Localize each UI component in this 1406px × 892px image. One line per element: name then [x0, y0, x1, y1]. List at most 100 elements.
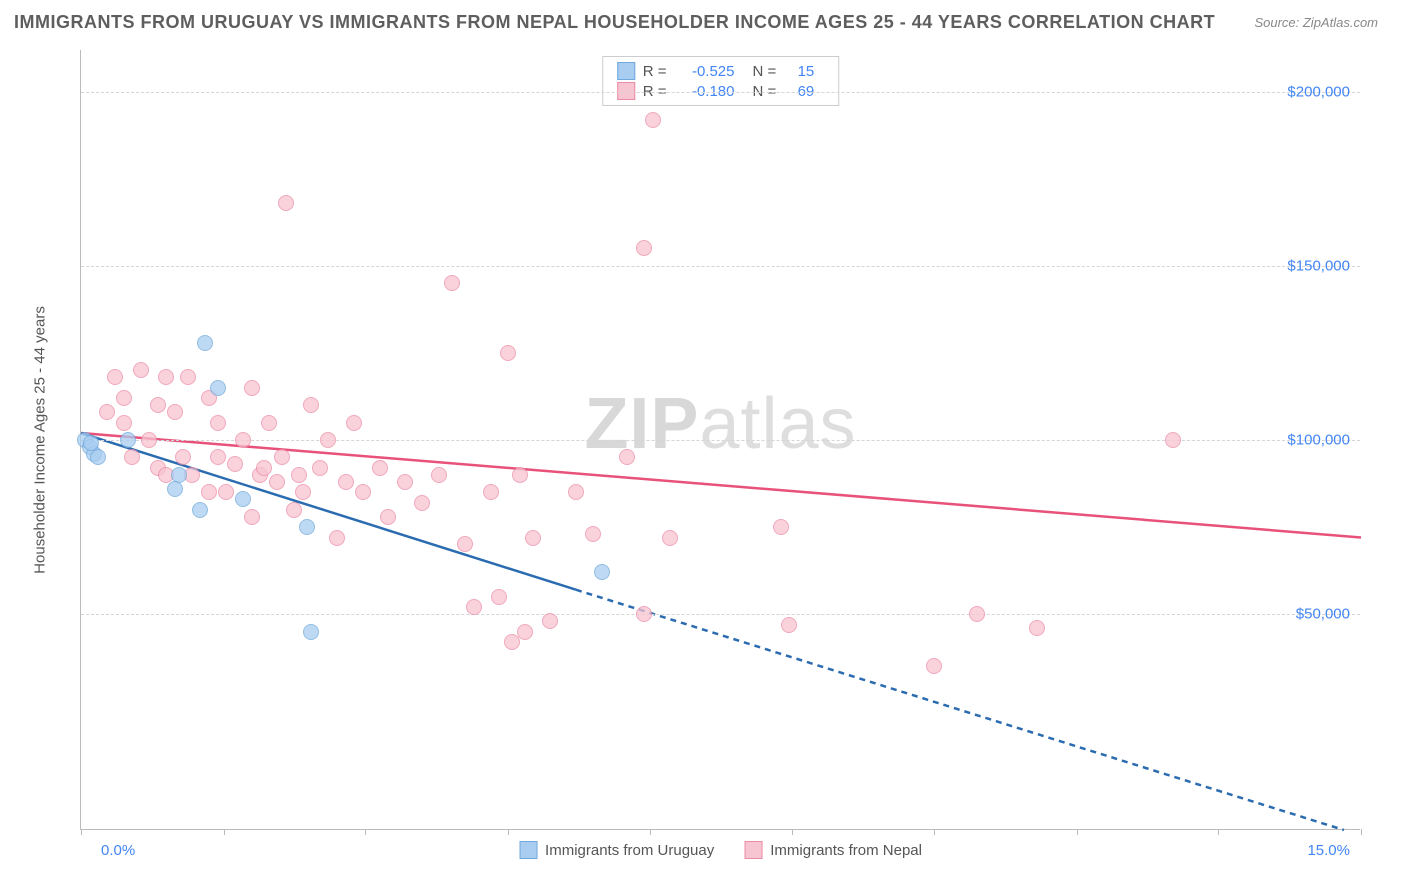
x-tick	[508, 829, 509, 835]
legend-label: Immigrants from Nepal	[770, 842, 922, 859]
data-point-nepal	[466, 599, 482, 615]
data-point-nepal	[180, 369, 196, 385]
data-point-nepal	[227, 456, 243, 472]
data-point-nepal	[338, 474, 354, 490]
data-point-uruguay	[303, 624, 319, 640]
n-value: 15	[784, 63, 814, 80]
data-point-nepal	[107, 369, 123, 385]
data-point-nepal	[645, 112, 661, 128]
y-tick-label: $50,000	[1296, 606, 1350, 623]
data-point-uruguay	[192, 502, 208, 518]
data-point-nepal	[291, 467, 307, 483]
data-point-nepal	[329, 530, 345, 546]
data-point-nepal	[244, 380, 260, 396]
x-tick	[792, 829, 793, 835]
data-point-nepal	[141, 432, 157, 448]
data-point-nepal	[781, 617, 797, 633]
data-point-nepal	[380, 509, 396, 525]
data-point-nepal	[500, 345, 516, 361]
data-point-nepal	[568, 484, 584, 500]
y-tick-label: $150,000	[1287, 257, 1350, 274]
y-axis-title: Householder Income Ages 25 - 44 years	[32, 306, 49, 574]
data-point-uruguay	[90, 449, 106, 465]
data-point-nepal	[286, 502, 302, 518]
data-point-nepal	[926, 658, 942, 674]
data-point-nepal	[636, 240, 652, 256]
data-point-nepal	[491, 589, 507, 605]
legend: Immigrants from Uruguay Immigrants from N…	[519, 841, 922, 859]
data-point-uruguay	[210, 380, 226, 396]
data-point-nepal	[457, 536, 473, 552]
data-point-nepal	[150, 397, 166, 413]
data-point-nepal	[274, 449, 290, 465]
data-point-uruguay	[594, 564, 610, 580]
data-point-nepal	[636, 606, 652, 622]
gridline	[81, 92, 1360, 93]
data-point-nepal	[210, 449, 226, 465]
n-label: N =	[753, 63, 777, 80]
data-point-nepal	[619, 449, 635, 465]
data-point-nepal	[256, 460, 272, 476]
data-point-nepal	[210, 415, 226, 431]
x-tick	[650, 829, 651, 835]
data-point-nepal	[269, 474, 285, 490]
data-point-nepal	[414, 495, 430, 511]
data-point-nepal	[483, 484, 499, 500]
data-point-nepal	[261, 415, 277, 431]
x-tick	[1361, 829, 1362, 835]
gridline	[81, 614, 1360, 615]
y-tick-label: $200,000	[1287, 83, 1350, 100]
data-point-nepal	[1029, 620, 1045, 636]
stats-row: R =-0.525N =15	[617, 61, 825, 81]
x-tick	[224, 829, 225, 835]
data-point-nepal	[372, 460, 388, 476]
data-point-nepal	[167, 404, 183, 420]
data-point-uruguay	[167, 481, 183, 497]
data-point-nepal	[355, 484, 371, 500]
data-point-nepal	[444, 275, 460, 291]
legend-item: Immigrants from Uruguay	[519, 841, 714, 859]
data-point-nepal	[312, 460, 328, 476]
data-point-nepal	[397, 474, 413, 490]
chart-area: Householder Income Ages 25 - 44 years ZI…	[60, 50, 1380, 830]
data-point-nepal	[585, 526, 601, 542]
gridline	[81, 266, 1360, 267]
legend-label: Immigrants from Uruguay	[545, 842, 714, 859]
plot-region: ZIPatlas R =-0.525N =15R =-0.180N =69 0.…	[80, 50, 1360, 830]
data-point-nepal	[320, 432, 336, 448]
data-point-nepal	[218, 484, 234, 500]
data-point-nepal	[1165, 432, 1181, 448]
r-label: R =	[643, 63, 667, 80]
data-point-nepal	[542, 613, 558, 629]
data-point-nepal	[517, 624, 533, 640]
data-point-nepal	[201, 484, 217, 500]
data-point-nepal	[133, 362, 149, 378]
data-point-uruguay	[197, 335, 213, 351]
legend-swatch	[519, 841, 537, 859]
data-point-nepal	[158, 369, 174, 385]
data-point-nepal	[175, 449, 191, 465]
data-point-nepal	[244, 509, 260, 525]
data-point-uruguay	[235, 491, 251, 507]
series-swatch	[617, 62, 635, 80]
source-attribution: Source: ZipAtlas.com	[1254, 15, 1378, 30]
data-point-uruguay	[120, 432, 136, 448]
data-point-nepal	[124, 449, 140, 465]
legend-item: Immigrants from Nepal	[744, 841, 922, 859]
data-point-nepal	[235, 432, 251, 448]
data-point-nepal	[662, 530, 678, 546]
legend-swatch	[744, 841, 762, 859]
x-tick	[934, 829, 935, 835]
data-point-nepal	[431, 467, 447, 483]
data-point-nepal	[116, 390, 132, 406]
data-point-nepal	[512, 467, 528, 483]
x-axis-min-label: 0.0%	[101, 842, 135, 859]
data-point-nepal	[525, 530, 541, 546]
data-point-nepal	[773, 519, 789, 535]
x-tick	[1077, 829, 1078, 835]
data-point-nepal	[346, 415, 362, 431]
y-tick-label: $100,000	[1287, 432, 1350, 449]
data-point-nepal	[303, 397, 319, 413]
x-tick	[81, 829, 82, 835]
chart-title: IMMIGRANTS FROM URUGUAY VS IMMIGRANTS FR…	[14, 12, 1215, 33]
